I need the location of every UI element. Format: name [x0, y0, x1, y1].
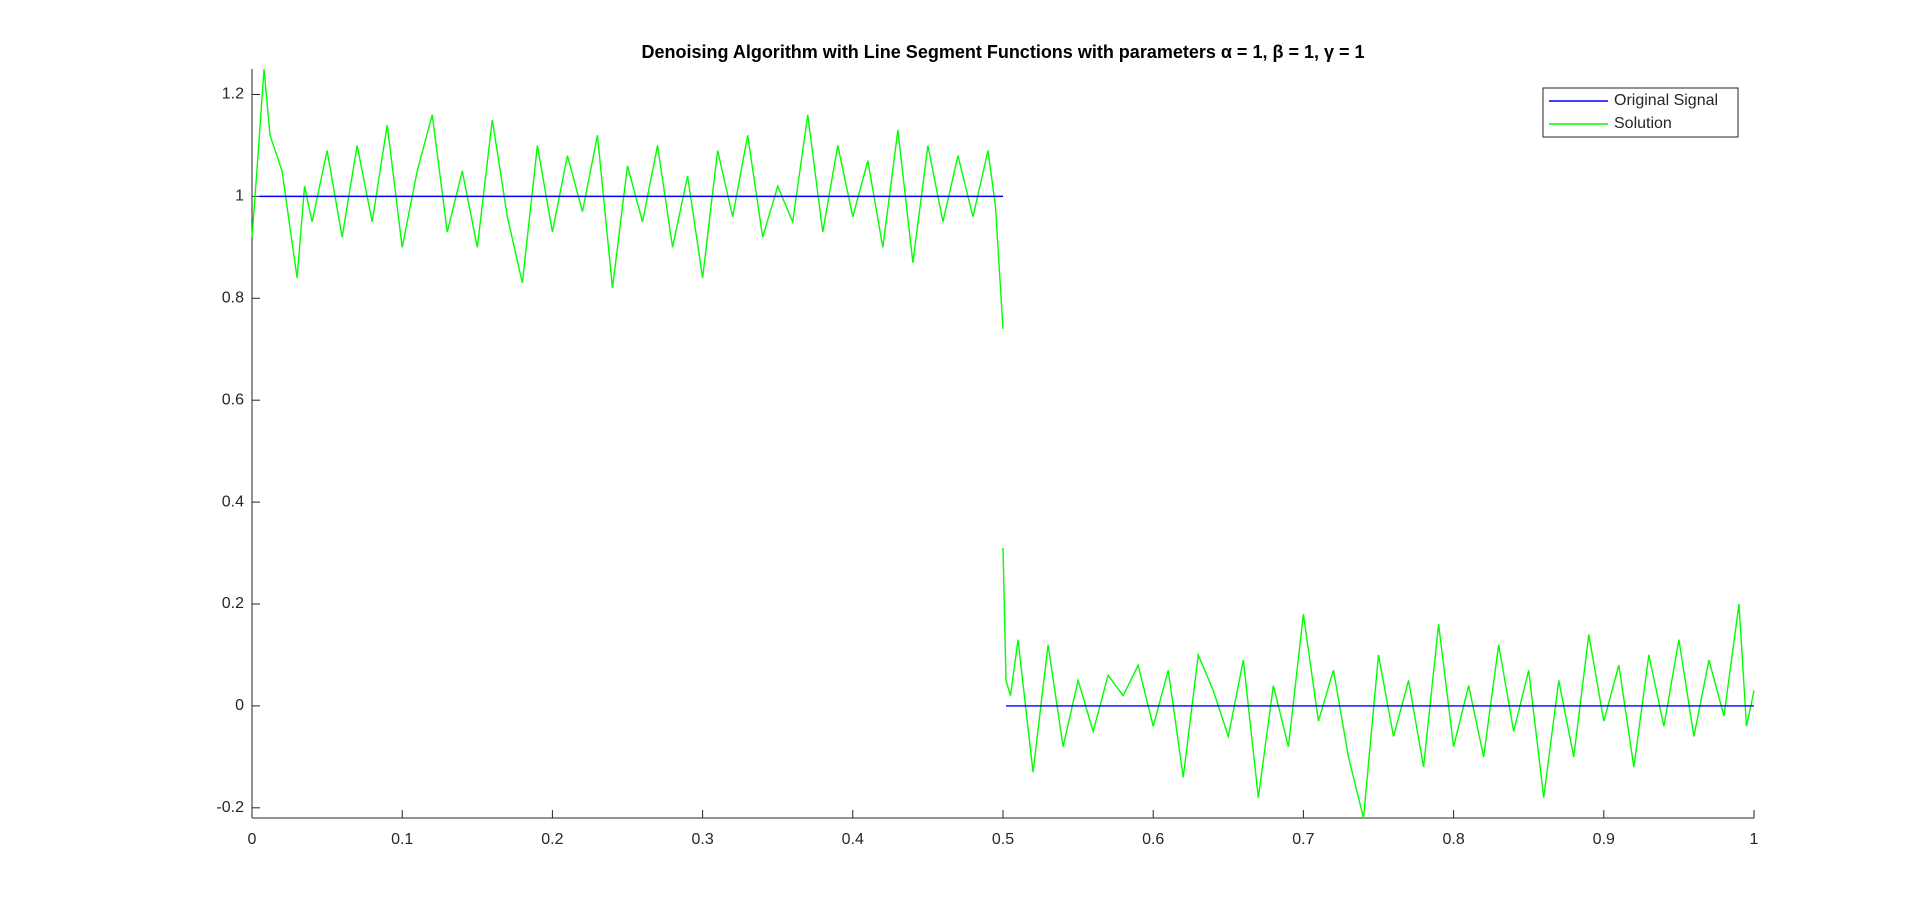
- legend-box: [1542, 87, 1739, 138]
- x-tick-label: 0.6: [1142, 831, 1164, 848]
- y-tick-label: 0.8: [222, 290, 244, 307]
- series-line: [251, 68, 1755, 819]
- y-tick-label: -0.2: [216, 799, 244, 816]
- chart-title: Denoising Algorithm with Line Segment Fu…: [641, 42, 1364, 62]
- y-tick-label: 1.2: [222, 86, 244, 103]
- y-tick-label: 0.4: [222, 493, 244, 510]
- x-tick-label: 1: [1750, 831, 1759, 848]
- x-tick-label: 0.2: [541, 831, 563, 848]
- x-tick-label: 0.7: [1292, 831, 1314, 848]
- x-tick-label: 0.9: [1593, 831, 1615, 848]
- series-line: [259, 195, 1754, 707]
- x-tick-label: 0: [248, 831, 257, 848]
- x-tick-label: 0.5: [992, 831, 1014, 848]
- legend-label: Original Signal: [1614, 92, 1718, 109]
- y-tick-label: 0.2: [222, 595, 244, 612]
- y-tick-label: 0: [235, 697, 244, 714]
- legend-label: Solution: [1614, 115, 1672, 132]
- x-tick-label: 0.3: [691, 831, 713, 848]
- x-tick-label: 0.1: [391, 831, 413, 848]
- x-tick-label: 0.8: [1442, 831, 1464, 848]
- y-tick-label: 0.6: [222, 391, 244, 408]
- y-tick-label: 1: [235, 188, 244, 205]
- x-tick-label: 0.4: [842, 831, 864, 848]
